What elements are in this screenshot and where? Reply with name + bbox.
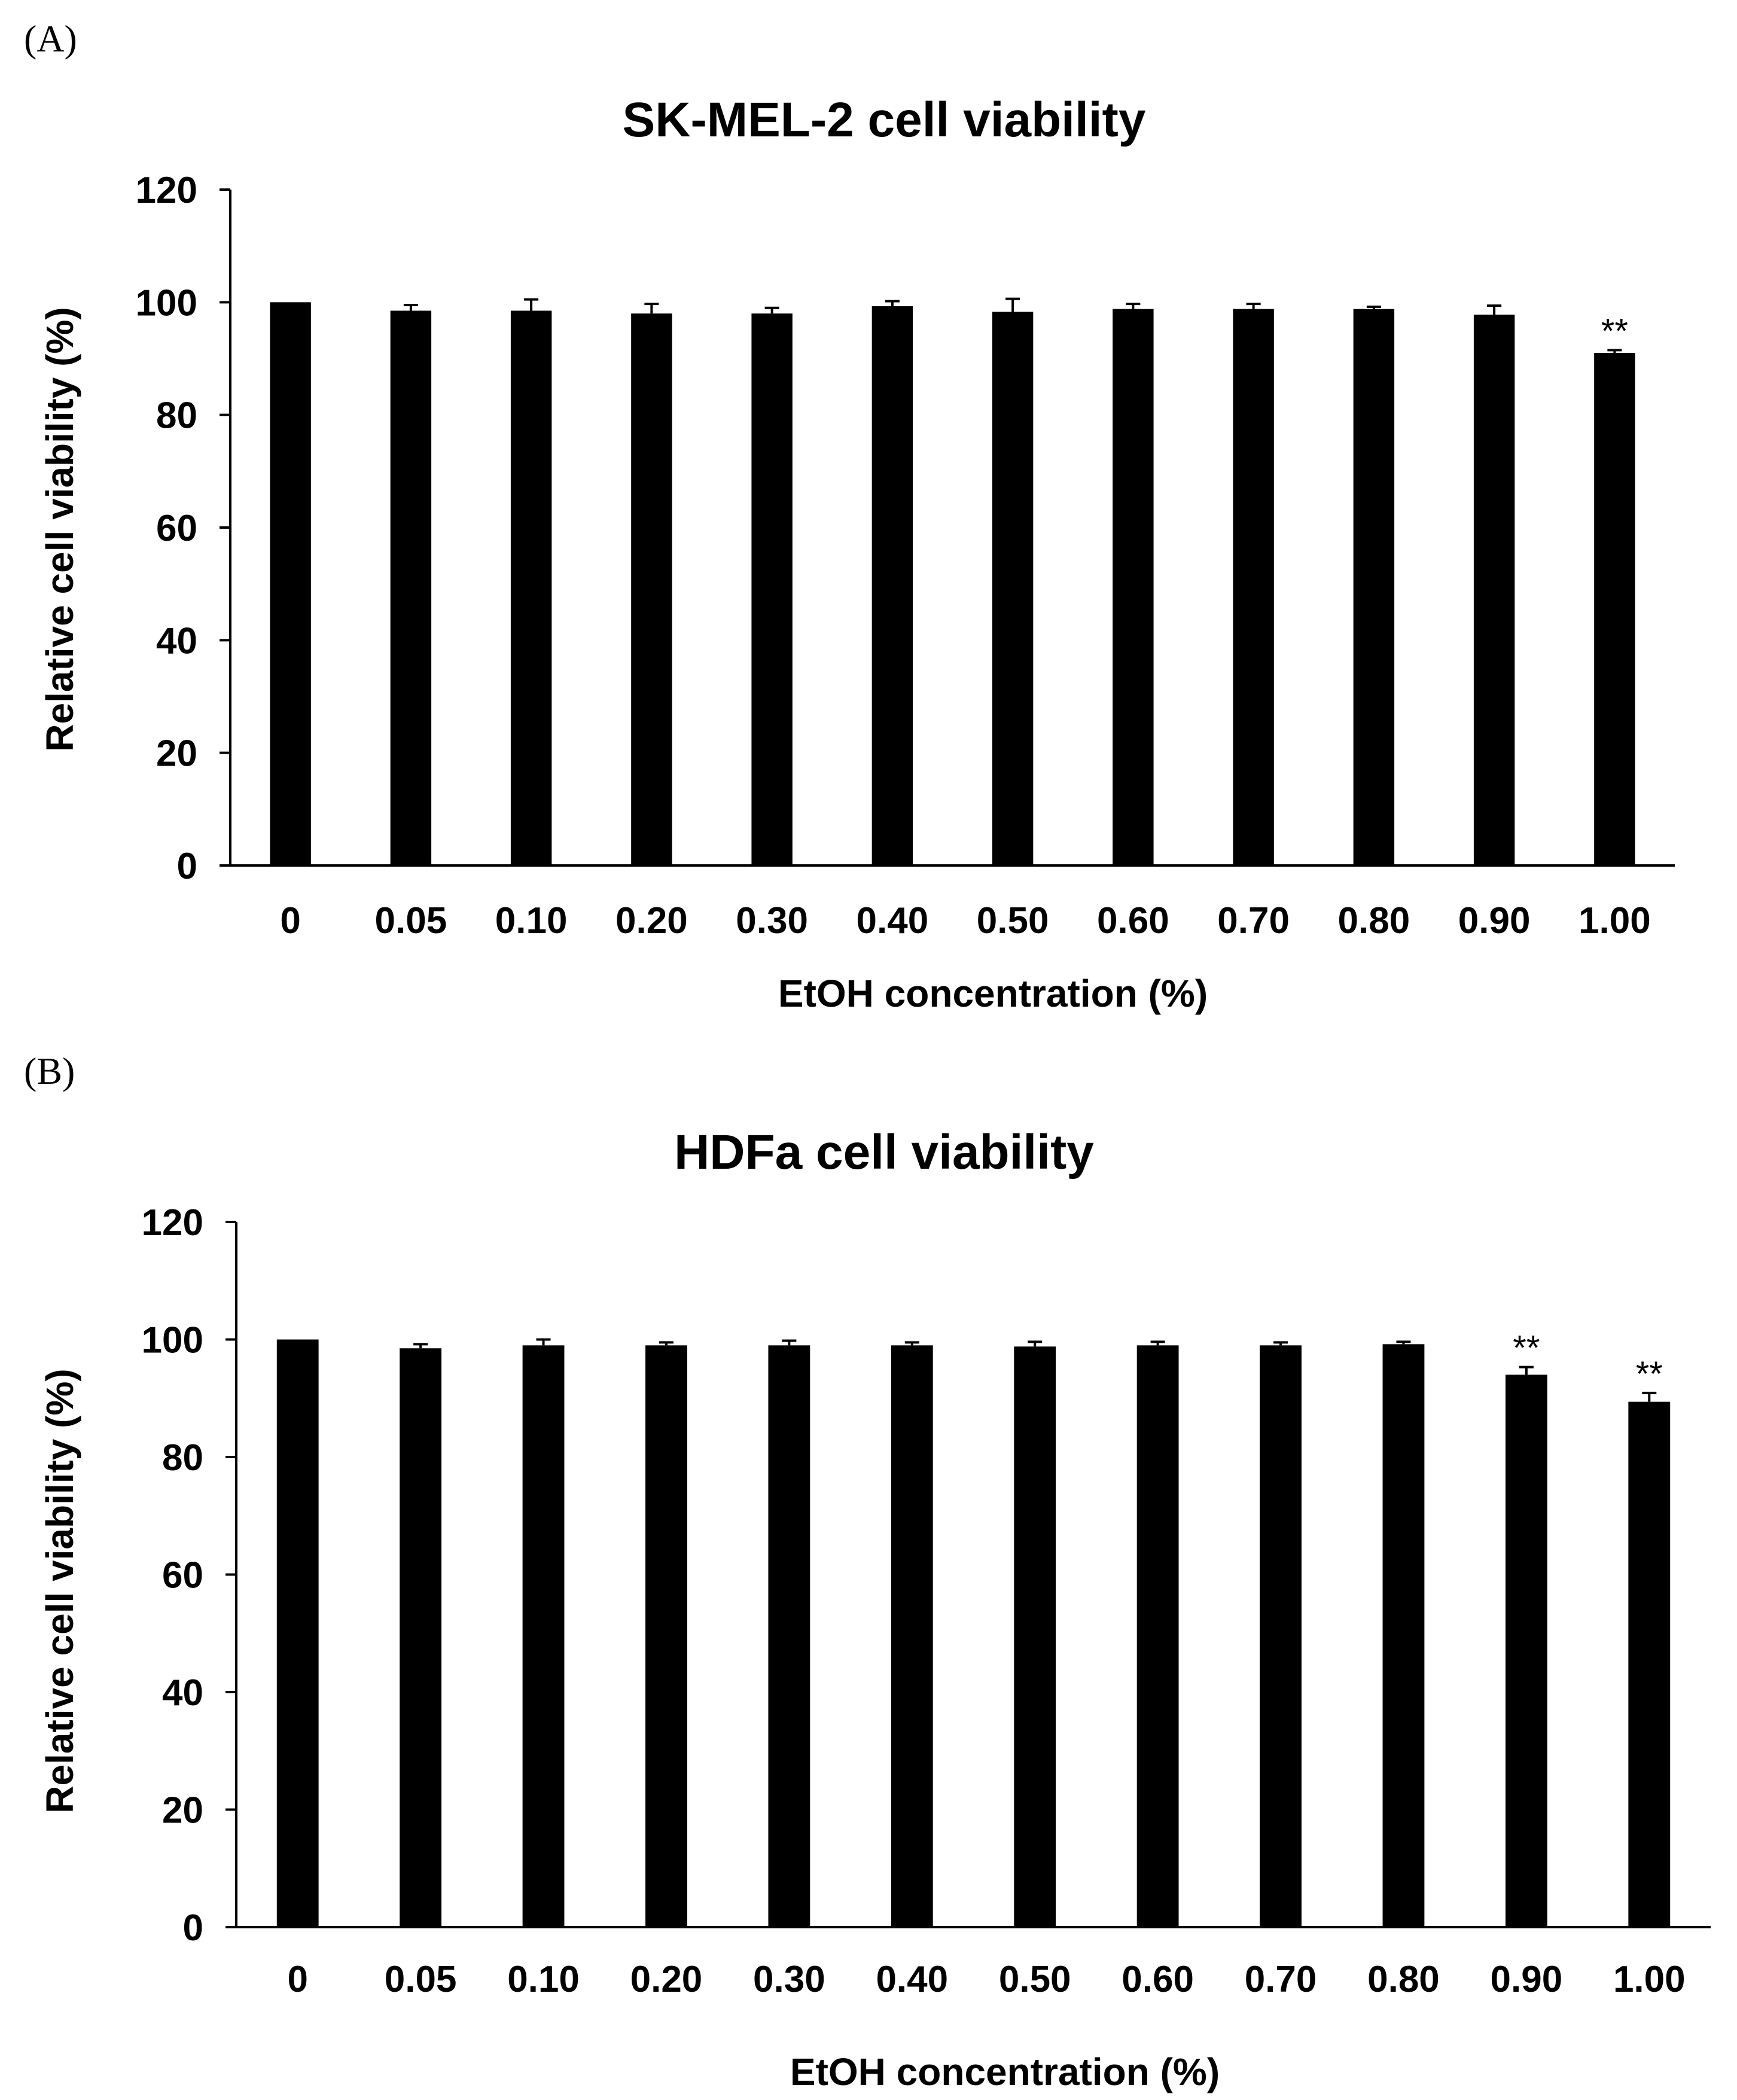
y-axis-title-b: Relative cell viability (%) bbox=[38, 1368, 81, 1813]
x-tick-label: 0.10 bbox=[507, 1959, 580, 2000]
chart-title-a: SK-MEL-2 cell viability bbox=[623, 93, 1146, 147]
bar bbox=[390, 310, 432, 865]
x-tick-label: 0.90 bbox=[1491, 1959, 1563, 2000]
bar bbox=[891, 1345, 933, 1927]
x-tick-label: 0.80 bbox=[1338, 900, 1410, 941]
significance-marker: ** bbox=[1601, 312, 1628, 350]
bar bbox=[645, 1345, 687, 1927]
bar bbox=[400, 1348, 442, 1927]
y-axis-title-a: Relative cell viability (%) bbox=[38, 307, 81, 751]
bar bbox=[270, 302, 311, 865]
chart-title-b: HDFa cell viability bbox=[674, 1125, 1094, 1179]
bar bbox=[1260, 1345, 1302, 1927]
bar bbox=[871, 306, 913, 865]
x-tick-label: 0.20 bbox=[630, 1959, 703, 2000]
x-tick-label: 0.40 bbox=[876, 1959, 948, 2000]
x-tick-label: 0.30 bbox=[753, 1959, 825, 2000]
x-tick-label: 0.10 bbox=[495, 900, 568, 941]
y-tick-label: 80 bbox=[156, 395, 197, 437]
axes-a: 0 20 40 60 80 100 120 0 0.05 0.10 0.20 0.30 0.40 0.50… bbox=[136, 170, 1675, 941]
bar bbox=[1014, 1346, 1056, 1927]
x-tick-label: 0.05 bbox=[385, 1959, 457, 2000]
x-tick-label: 0.05 bbox=[375, 900, 447, 941]
significance-marker: ** bbox=[1513, 1329, 1540, 1368]
x-tick-label: 0.70 bbox=[1245, 1959, 1317, 2000]
x-tick-label: 0.20 bbox=[615, 900, 688, 941]
y-tick-label: 120 bbox=[136, 170, 197, 211]
bar bbox=[751, 313, 793, 865]
bar bbox=[276, 1339, 319, 1927]
x-axis-title-b: EtOH concentration (%) bbox=[790, 2050, 1220, 2093]
x-tick-label: 0.60 bbox=[1097, 900, 1169, 941]
x-tick-label: 0.50 bbox=[999, 1959, 1071, 2000]
bar bbox=[1136, 1345, 1179, 1927]
panel-b: (B) HDFa cell viability Relative cell vi… bbox=[24, 1050, 1711, 2093]
x-tick-label: 0 bbox=[287, 1959, 307, 2000]
x-axis-title-a: EtOH concentration (%) bbox=[778, 972, 1208, 1015]
bar bbox=[510, 310, 552, 865]
y-tick-label: 40 bbox=[156, 620, 197, 662]
y-tick-label: 100 bbox=[136, 282, 197, 324]
y-tick-label: 120 bbox=[142, 1202, 203, 1243]
bar-group-b: ** ** bbox=[276, 1329, 1671, 1927]
x-tick-label: 0.50 bbox=[977, 900, 1049, 941]
bar-group-a: ** bbox=[270, 297, 1635, 865]
x-tick-label: 0.70 bbox=[1217, 900, 1290, 941]
x-tick-label: 0.30 bbox=[736, 900, 808, 941]
y-tick-label: 60 bbox=[156, 508, 197, 549]
x-tick-label: 0.90 bbox=[1458, 900, 1531, 941]
bar bbox=[1382, 1344, 1425, 1927]
x-tick-label: 1.00 bbox=[1613, 1959, 1686, 2000]
bar bbox=[1233, 309, 1274, 865]
x-tick-label: 0.60 bbox=[1122, 1959, 1194, 2000]
x-tick-label: 0.40 bbox=[857, 900, 929, 941]
bar bbox=[1473, 315, 1515, 865]
y-tick-label: 20 bbox=[156, 733, 197, 775]
y-tick-label: 0 bbox=[177, 846, 197, 887]
x-tick-label: 0 bbox=[280, 900, 300, 941]
bar bbox=[1353, 309, 1395, 865]
panel-a: (A) SK-MEL-2 cell viability Relative cel… bbox=[24, 17, 1675, 1015]
bar bbox=[992, 312, 1034, 865]
panel-label-a: (A) bbox=[24, 17, 77, 60]
x-tick-label: 1.00 bbox=[1578, 900, 1651, 941]
bar bbox=[631, 313, 672, 865]
bar bbox=[522, 1345, 565, 1927]
bar bbox=[1628, 1401, 1671, 1927]
y-tick-label: 20 bbox=[162, 1790, 203, 1831]
y-tick-label: 60 bbox=[162, 1555, 203, 1596]
x-tick-label: 0.80 bbox=[1367, 1959, 1440, 2000]
bar bbox=[1113, 309, 1154, 865]
significance-marker: ** bbox=[1636, 1355, 1663, 1394]
axes-b: 0 20 40 60 80 100 120 0 0.05 0.10 0.20 0.30 0.40 0.50… bbox=[142, 1202, 1711, 2000]
y-tick-label: 80 bbox=[162, 1437, 203, 1479]
bar bbox=[1505, 1374, 1547, 1927]
y-tick-label: 40 bbox=[162, 1672, 203, 1714]
bar bbox=[1594, 353, 1635, 865]
y-tick-label: 100 bbox=[142, 1320, 203, 1361]
panel-label-b: (B) bbox=[24, 1050, 75, 1092]
bar bbox=[768, 1345, 810, 1927]
y-tick-label: 0 bbox=[183, 1907, 203, 1949]
